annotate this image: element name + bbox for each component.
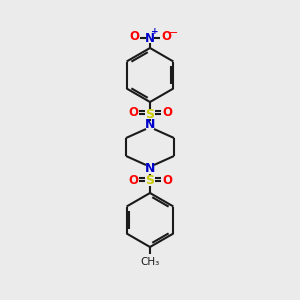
Text: N: N [145, 32, 155, 46]
Text: −: − [169, 28, 179, 38]
Text: O: O [129, 31, 139, 44]
Text: O: O [162, 106, 172, 119]
Text: S: S [146, 107, 154, 121]
Text: +: + [151, 26, 159, 35]
Text: CH₃: CH₃ [140, 257, 160, 267]
Text: O: O [162, 173, 172, 187]
Text: N: N [145, 118, 155, 131]
Text: O: O [128, 106, 138, 119]
Text: N: N [145, 163, 155, 176]
Text: S: S [146, 175, 154, 188]
Text: O: O [128, 173, 138, 187]
Text: O: O [161, 31, 171, 44]
